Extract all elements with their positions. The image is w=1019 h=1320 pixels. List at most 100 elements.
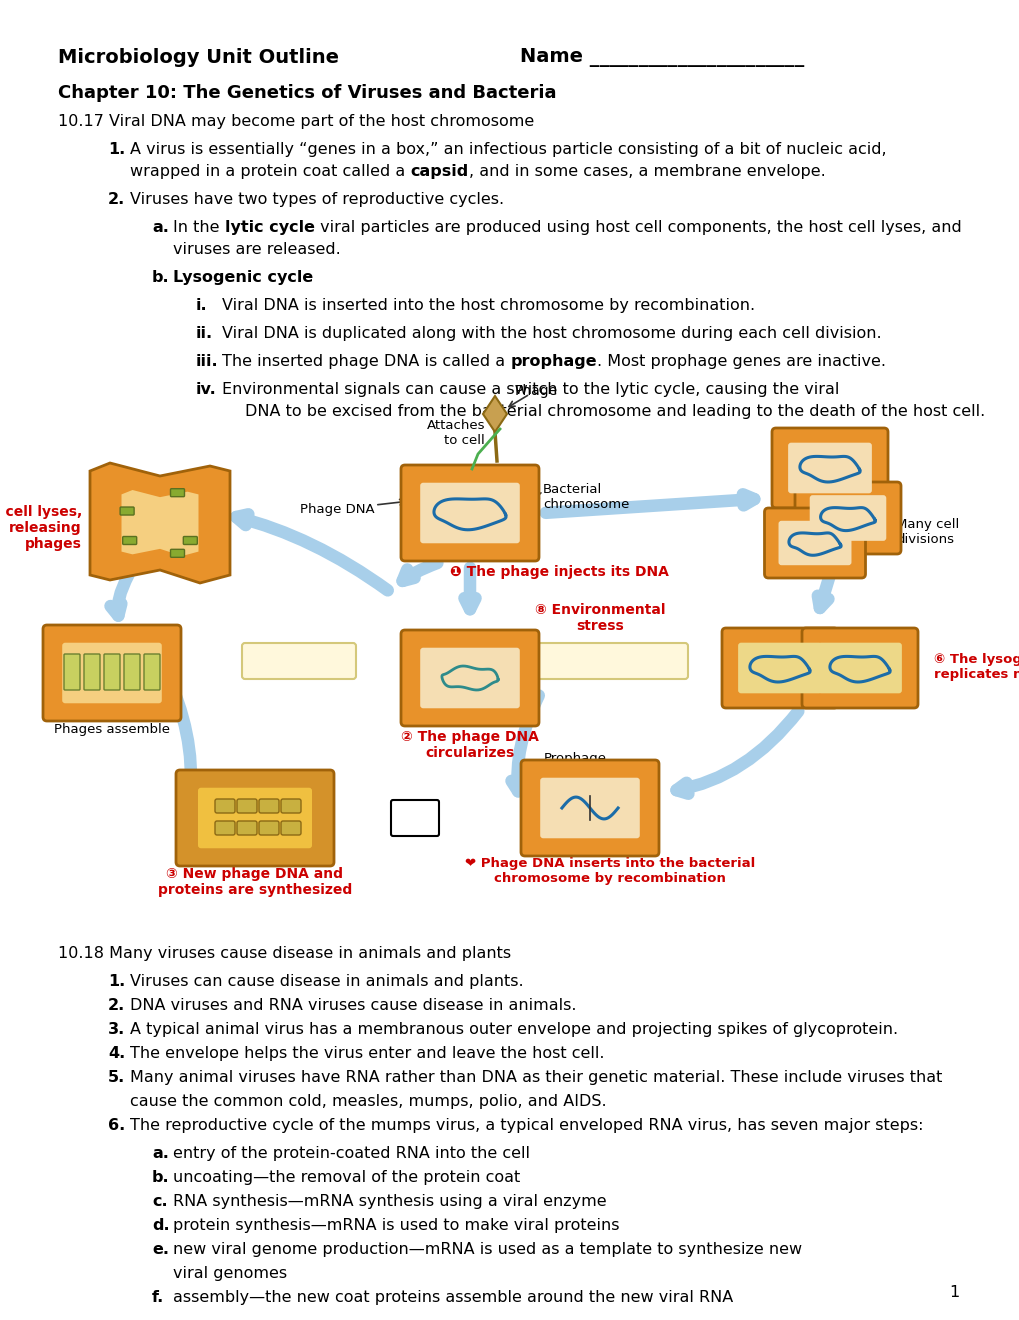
Text: Lysogenic cycle: Lysogenic cycle xyxy=(173,271,313,285)
FancyBboxPatch shape xyxy=(236,799,257,813)
Text: capsid: capsid xyxy=(410,164,468,180)
FancyBboxPatch shape xyxy=(242,643,356,678)
FancyBboxPatch shape xyxy=(259,799,279,813)
Text: ⑥ The lysogenic  bacterium
replicates normally: ⑥ The lysogenic bacterium replicates nor… xyxy=(933,653,1019,681)
Text: A typical animal virus has a membranous outer envelope and projecting spikes of : A typical animal virus has a membranous … xyxy=(129,1022,898,1038)
FancyBboxPatch shape xyxy=(170,488,184,496)
FancyBboxPatch shape xyxy=(120,507,133,515)
FancyBboxPatch shape xyxy=(738,643,821,693)
Text: , and in some cases, a membrane envelope.: , and in some cases, a membrane envelope… xyxy=(468,164,824,180)
Text: 1: 1 xyxy=(949,1284,959,1300)
Text: 3.: 3. xyxy=(108,1022,125,1038)
FancyBboxPatch shape xyxy=(170,549,184,557)
FancyBboxPatch shape xyxy=(62,643,162,704)
Text: Phages assemble: Phages assemble xyxy=(54,723,170,737)
Text: ❶ The phage injects its DNA: ❶ The phage injects its DNA xyxy=(449,565,668,579)
FancyBboxPatch shape xyxy=(809,495,886,541)
FancyBboxPatch shape xyxy=(198,788,312,849)
Text: 1.: 1. xyxy=(108,974,125,989)
FancyBboxPatch shape xyxy=(801,628,917,708)
FancyBboxPatch shape xyxy=(280,821,301,836)
FancyBboxPatch shape xyxy=(236,821,257,836)
Text: 1.: 1. xyxy=(108,143,125,157)
Text: OR: OR xyxy=(415,804,437,818)
FancyBboxPatch shape xyxy=(84,653,100,690)
Text: a.: a. xyxy=(152,220,169,235)
Text: wrapped in a protein coat called a: wrapped in a protein coat called a xyxy=(129,164,410,180)
FancyBboxPatch shape xyxy=(400,630,538,726)
FancyBboxPatch shape xyxy=(400,465,538,561)
Text: DNA viruses and RNA viruses cause disease in animals.: DNA viruses and RNA viruses cause diseas… xyxy=(129,998,576,1012)
Text: The inserted phage DNA is called a: The inserted phage DNA is called a xyxy=(222,354,510,370)
Text: i.: i. xyxy=(196,298,208,313)
FancyBboxPatch shape xyxy=(540,777,639,838)
FancyBboxPatch shape xyxy=(124,653,140,690)
FancyBboxPatch shape xyxy=(183,536,197,544)
Text: Viral DNA is inserted into the host chromosome by recombination.: Viral DNA is inserted into the host chro… xyxy=(222,298,754,313)
FancyBboxPatch shape xyxy=(259,821,279,836)
FancyBboxPatch shape xyxy=(64,653,79,690)
Text: Phage: Phage xyxy=(515,384,557,399)
Text: Viral DNA is duplicated along with the host chromosome during each cell division: Viral DNA is duplicated along with the h… xyxy=(222,326,880,341)
Text: Lytic cycle: Lytic cycle xyxy=(261,649,336,664)
Text: The reproductive cycle of the mumps virus, a typical enveloped RNA virus, has se: The reproductive cycle of the mumps viru… xyxy=(129,1118,922,1133)
FancyBboxPatch shape xyxy=(176,770,333,866)
FancyBboxPatch shape xyxy=(521,760,658,855)
FancyBboxPatch shape xyxy=(122,536,137,544)
Text: A virus is essentially “genes in a box,” an infectious particle consisting of a : A virus is essentially “genes in a box,”… xyxy=(129,143,886,157)
Text: d.: d. xyxy=(152,1218,169,1233)
Text: ③ New phage DNA and
proteins are synthesized: ③ New phage DNA and proteins are synthes… xyxy=(158,867,352,898)
Text: ⑧ Environmental
stress: ⑧ Environmental stress xyxy=(534,603,664,634)
Text: protein synthesis—mRNA is used to make viral proteins: protein synthesis—mRNA is used to make v… xyxy=(173,1218,619,1233)
Text: 4.: 4. xyxy=(108,1045,125,1061)
Text: 5.: 5. xyxy=(108,1071,125,1085)
Text: 10.18 Many viruses cause disease in animals and plants: 10.18 Many viruses cause disease in anim… xyxy=(58,946,511,961)
Text: Viruses have two types of reproductive cycles.: Viruses have two types of reproductive c… xyxy=(129,191,503,207)
Text: In the: In the xyxy=(173,220,224,235)
Text: Attaches
to cell: Attaches to cell xyxy=(426,418,484,447)
Text: Environmental signals can cause a switch to the lytic cycle, causing the viral: Environmental signals can cause a switch… xyxy=(222,381,839,397)
Text: viral genomes: viral genomes xyxy=(173,1266,286,1280)
Text: RNA synthesis—mRNA synthesis using a viral enzyme: RNA synthesis—mRNA synthesis using a vir… xyxy=(173,1195,606,1209)
Polygon shape xyxy=(121,490,199,556)
Text: The envelope helps the virus enter and leave the host cell.: The envelope helps the virus enter and l… xyxy=(129,1045,604,1061)
Text: Name ______________________: Name ______________________ xyxy=(520,48,803,67)
Text: 2.: 2. xyxy=(108,998,125,1012)
Text: ❶ The cell lyses,
releasing
phages: ❶ The cell lyses, releasing phages xyxy=(0,506,82,552)
Text: viruses are released.: viruses are released. xyxy=(173,242,340,257)
Text: 10.17 Viral DNA may become part of the host chromosome: 10.17 Viral DNA may become part of the h… xyxy=(58,114,534,129)
Text: Prophage: Prophage xyxy=(543,752,606,766)
Text: c.: c. xyxy=(152,1195,167,1209)
FancyBboxPatch shape xyxy=(144,653,160,690)
FancyBboxPatch shape xyxy=(536,643,688,678)
Text: assembly—the new coat proteins assemble around the new viral RNA: assembly—the new coat proteins assemble … xyxy=(173,1290,733,1305)
Text: Phage DNA: Phage DNA xyxy=(300,503,375,516)
Text: iii.: iii. xyxy=(196,354,218,370)
Text: 2.: 2. xyxy=(108,191,125,207)
FancyBboxPatch shape xyxy=(817,643,901,693)
Text: Lysogenic cycle: Lysogenic cycle xyxy=(554,649,668,664)
Text: Microbiology Unit Outline: Microbiology Unit Outline xyxy=(58,48,338,67)
Text: ii.: ii. xyxy=(196,326,213,341)
FancyBboxPatch shape xyxy=(420,648,520,709)
Text: DNA to be excised from the bacterial chromosome and leading to the death of the : DNA to be excised from the bacterial chr… xyxy=(245,404,984,418)
Text: prophage: prophage xyxy=(510,354,596,370)
Text: viral particles are produced using host cell components, the host cell lyses, an: viral particles are produced using host … xyxy=(314,220,961,235)
Text: Many animal viruses have RNA rather than DNA as their genetic material. These in: Many animal viruses have RNA rather than… xyxy=(129,1071,942,1085)
Text: lytic cycle: lytic cycle xyxy=(224,220,314,235)
Polygon shape xyxy=(483,396,506,432)
Text: f.: f. xyxy=(152,1290,164,1305)
FancyBboxPatch shape xyxy=(777,521,851,565)
Text: b.: b. xyxy=(152,271,169,285)
Text: iv.: iv. xyxy=(196,381,217,397)
Text: e.: e. xyxy=(152,1242,169,1257)
Text: . Most prophage genes are inactive.: . Most prophage genes are inactive. xyxy=(596,354,886,370)
FancyBboxPatch shape xyxy=(794,482,900,554)
FancyBboxPatch shape xyxy=(721,628,838,708)
Text: ② The phage DNA
circularizes: ② The phage DNA circularizes xyxy=(400,730,538,760)
Text: 6.: 6. xyxy=(108,1118,125,1133)
Text: Chapter 10: The Genetics of Viruses and Bacteria: Chapter 10: The Genetics of Viruses and … xyxy=(58,84,556,102)
FancyBboxPatch shape xyxy=(420,483,520,544)
Text: b.: b. xyxy=(152,1170,169,1185)
FancyBboxPatch shape xyxy=(764,508,865,578)
